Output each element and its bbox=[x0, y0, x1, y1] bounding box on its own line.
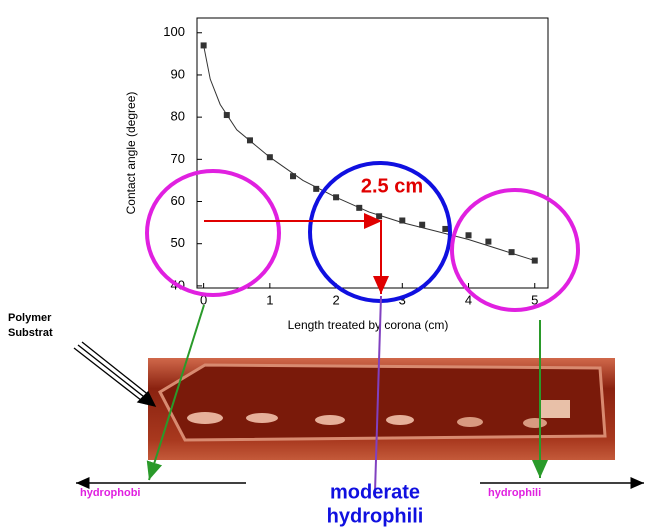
photo bbox=[148, 358, 615, 460]
point bbox=[485, 239, 491, 245]
annotation: moderate bbox=[330, 481, 420, 503]
annotation: hydrophili bbox=[488, 487, 541, 499]
annotations: 2.5 cm Polymer Substrat hydrophobi moder… bbox=[8, 163, 644, 527]
annotation: Substrat bbox=[8, 327, 53, 339]
y-tick-label: 70 bbox=[171, 151, 185, 166]
x-tick-label: 1 bbox=[266, 292, 273, 307]
substrate-arrow bbox=[74, 342, 155, 406]
x-tick-label: 2 bbox=[332, 292, 339, 307]
annotation: hydrophobi bbox=[80, 487, 141, 499]
annotation: hydrophili bbox=[327, 505, 424, 527]
circle bbox=[147, 171, 279, 295]
fit-line bbox=[204, 45, 535, 260]
annotation: 2.5 cm bbox=[361, 175, 423, 197]
plot-frame bbox=[197, 18, 548, 288]
y-tick-label: 90 bbox=[171, 66, 185, 81]
y-tick-label: 100 bbox=[163, 24, 185, 39]
figure: 405060708090100012345 Contact angle (deg… bbox=[0, 0, 648, 530]
y-tick-label: 60 bbox=[171, 193, 185, 208]
y-tick-label: 80 bbox=[171, 109, 185, 124]
point bbox=[442, 226, 448, 232]
x-axis-title: Length treated by corona (cm) bbox=[288, 318, 449, 332]
point bbox=[290, 173, 296, 179]
annotation: Polymer bbox=[8, 312, 52, 324]
circle bbox=[452, 190, 578, 310]
y-tick-label: 50 bbox=[171, 235, 185, 250]
point bbox=[466, 232, 472, 238]
y-axis-title: Contact angle (degree) bbox=[124, 92, 138, 215]
